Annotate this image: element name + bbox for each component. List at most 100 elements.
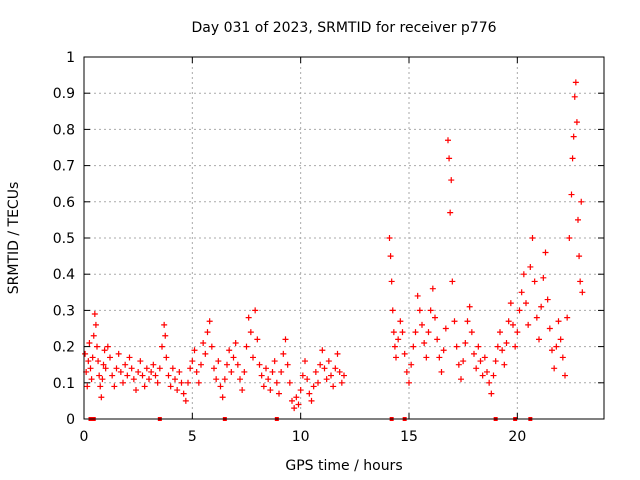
data-point xyxy=(412,329,419,336)
data-point xyxy=(278,368,285,375)
data-point xyxy=(89,354,96,361)
data-point xyxy=(388,278,395,285)
data-point xyxy=(455,361,462,368)
data-point xyxy=(101,347,108,354)
data-point xyxy=(520,271,527,278)
x-axis-label: GPS time / hours xyxy=(285,458,402,474)
data-point xyxy=(341,372,347,379)
x-tick-label: 0 xyxy=(80,429,89,445)
data-point xyxy=(282,336,289,343)
axis-ticks: 00.10.20.30.40.50.60.70.80.910 5 10 15 20 xyxy=(53,50,604,445)
data-point xyxy=(302,358,308,365)
data-point xyxy=(230,354,237,361)
data-point xyxy=(176,368,183,375)
data-point xyxy=(557,336,564,343)
data-point xyxy=(135,368,142,375)
data-point xyxy=(95,358,102,365)
data-point xyxy=(260,383,267,390)
data-point xyxy=(154,379,161,386)
data-point xyxy=(391,343,398,350)
data-point xyxy=(297,387,304,394)
data-point xyxy=(486,379,493,386)
data-point xyxy=(523,300,529,307)
data-point xyxy=(293,394,300,401)
data-point xyxy=(245,314,252,321)
data-point xyxy=(503,339,510,346)
y-tick-label: 0.1 xyxy=(53,376,75,392)
data-point xyxy=(250,354,256,361)
data-point xyxy=(555,318,562,325)
data-point xyxy=(204,329,211,336)
data-point xyxy=(328,372,334,379)
data-point xyxy=(115,350,122,357)
data-point xyxy=(102,365,109,372)
data-point xyxy=(143,365,150,372)
data-point xyxy=(533,314,540,321)
data-point xyxy=(200,339,207,346)
data-point xyxy=(406,379,412,386)
data-point xyxy=(408,361,415,368)
data-point xyxy=(273,379,280,386)
data-point xyxy=(423,354,430,361)
data-point xyxy=(224,361,230,368)
data-point xyxy=(330,383,337,390)
data-point xyxy=(471,350,477,357)
data-point xyxy=(213,376,220,383)
data-point xyxy=(464,318,471,325)
data-point xyxy=(178,379,185,386)
data-point xyxy=(448,177,455,184)
data-point xyxy=(174,387,181,394)
data-point xyxy=(159,343,165,350)
data-point xyxy=(97,383,104,390)
data-point xyxy=(386,235,393,241)
data-point xyxy=(419,321,425,328)
data-point xyxy=(401,350,408,357)
y-axis-label: SRMTID / TECUs xyxy=(6,182,22,295)
data-point xyxy=(87,365,94,372)
data-point xyxy=(421,339,428,346)
data-point xyxy=(234,361,241,368)
data-point xyxy=(291,405,298,412)
data-point xyxy=(490,372,497,379)
y-tick-label: 0 xyxy=(66,412,75,428)
data-point xyxy=(529,235,536,241)
data-point xyxy=(336,368,343,375)
data-point xyxy=(271,358,278,365)
y-tick-label: 1 xyxy=(66,50,75,66)
data-point xyxy=(98,394,105,401)
data-points xyxy=(82,79,586,412)
data-point xyxy=(338,379,345,386)
data-point xyxy=(434,336,441,343)
data-point xyxy=(219,394,226,401)
data-point xyxy=(536,336,542,343)
y-tick-label: 0.9 xyxy=(53,86,75,102)
data-point xyxy=(568,191,575,198)
data-point xyxy=(228,368,235,375)
data-point xyxy=(180,390,187,397)
data-point xyxy=(512,343,519,350)
data-point xyxy=(460,358,467,365)
data-point xyxy=(90,332,97,339)
data-point xyxy=(549,347,555,354)
data-point xyxy=(414,292,421,299)
data-point xyxy=(256,361,263,368)
y-tick-label: 0.2 xyxy=(53,340,75,356)
data-point xyxy=(501,361,508,368)
data-point xyxy=(446,155,453,162)
data-point xyxy=(540,274,547,281)
data-point xyxy=(569,155,576,162)
y-tick-label: 0.3 xyxy=(53,303,75,319)
data-point xyxy=(505,318,512,325)
data-point xyxy=(403,368,410,375)
data-point xyxy=(481,354,488,361)
data-point xyxy=(572,79,579,86)
data-point xyxy=(466,303,473,310)
data-point xyxy=(91,311,98,318)
data-point xyxy=(109,372,116,379)
y-tick-label: 0.6 xyxy=(53,195,75,211)
data-point xyxy=(473,365,480,372)
data-point xyxy=(438,368,445,375)
data-point xyxy=(265,376,272,383)
data-point xyxy=(137,358,144,365)
